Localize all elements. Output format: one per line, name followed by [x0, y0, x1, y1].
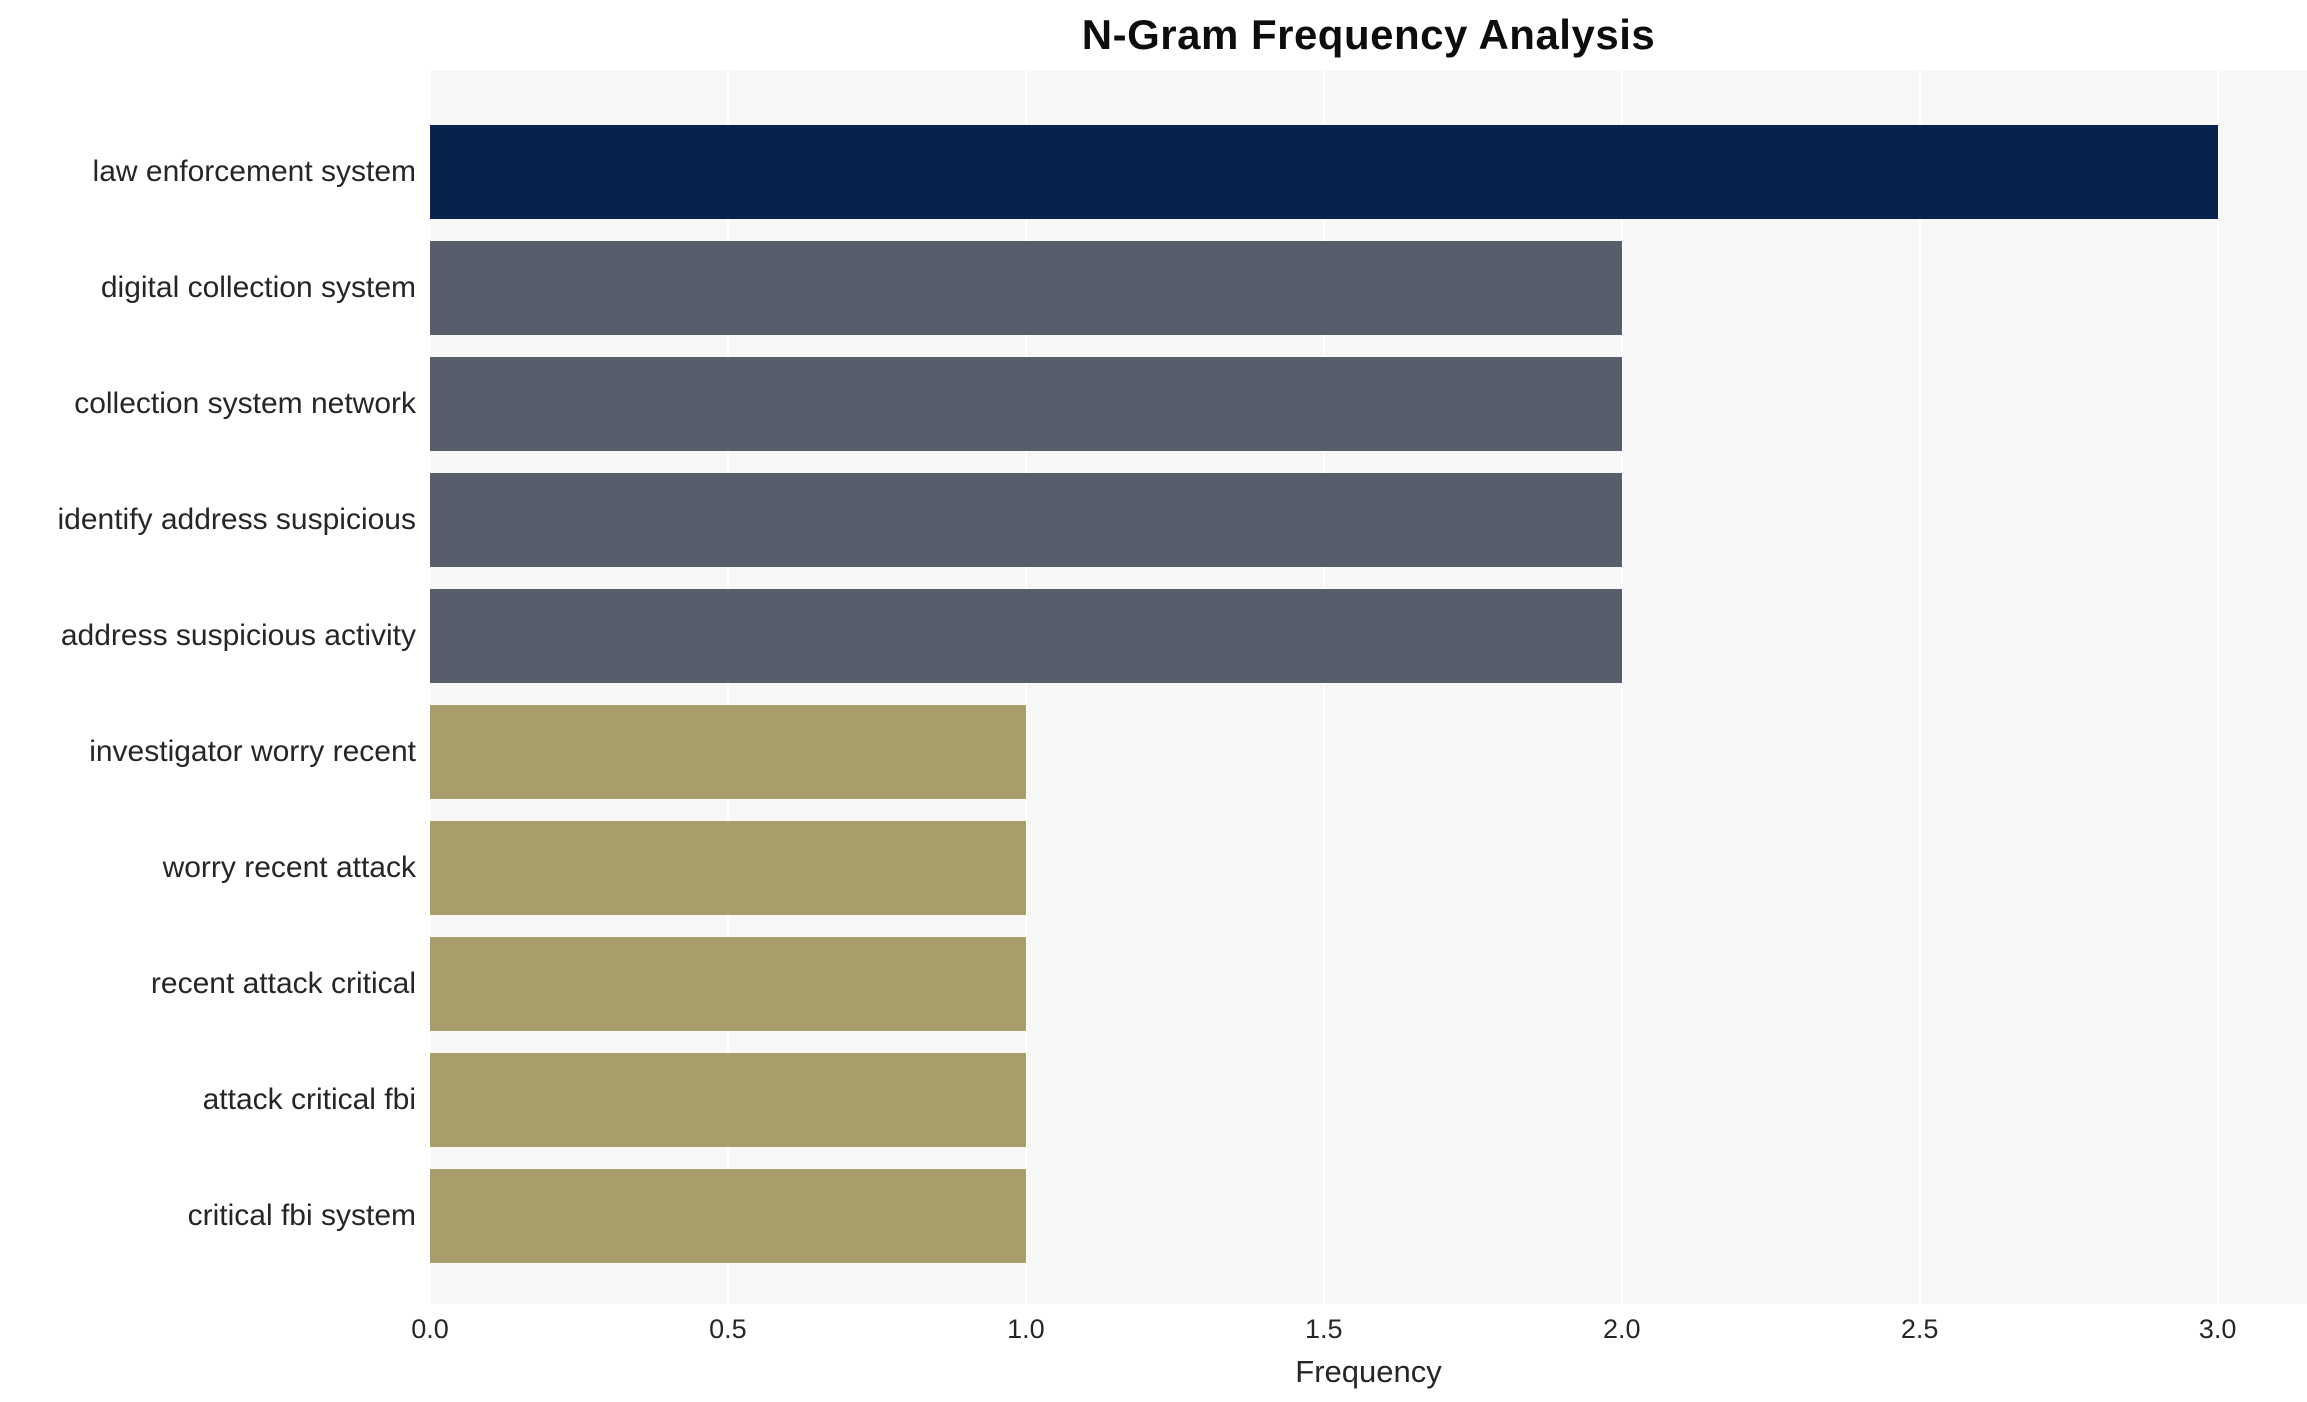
- bar-row: [430, 810, 2307, 926]
- bar-row: [430, 462, 2307, 578]
- bar: [430, 705, 1026, 799]
- gridline: [2216, 70, 2219, 1304]
- bar: [430, 357, 1622, 451]
- bar: [430, 821, 1026, 915]
- gridline: [1322, 70, 1325, 1304]
- category-label: address suspicious activity: [60, 619, 416, 652]
- category-label: worry recent attack: [162, 851, 416, 884]
- x-tick-label: 0.5: [709, 1314, 747, 1344]
- bars-area: [430, 70, 2307, 1304]
- plot-area: [429, 70, 2307, 1304]
- grid-layer: [429, 70, 2307, 1304]
- x-tick-label: 2.0: [1602, 1314, 1641, 1344]
- bar: [430, 241, 1622, 335]
- category-label: investigator worry recent: [89, 735, 416, 768]
- category-label: attack critical fbi: [202, 1083, 416, 1116]
- title-row: N-Gram Frequency Analysis: [430, 0, 2307, 70]
- gridline: [1918, 70, 1921, 1304]
- chart-title: N-Gram Frequency Analysis: [1081, 11, 1656, 58]
- y-axis-labels: law enforcement system digital collection…: [0, 70, 430, 1304]
- bar: [430, 589, 1622, 683]
- x-tick-label: 1.0: [1007, 1314, 1045, 1344]
- gridline: [429, 70, 431, 1304]
- x-tick-label: 2.5: [1900, 1314, 1939, 1344]
- bar-row: [430, 578, 2307, 694]
- category-label: recent attack critical: [150, 967, 416, 1000]
- bar: [430, 125, 2218, 219]
- category-label: critical fbi system: [187, 1199, 416, 1232]
- x-axis-label-row: Frequency: [430, 1352, 2307, 1390]
- bar-row: [430, 1042, 2307, 1158]
- category-label: digital collection system: [100, 271, 416, 304]
- bar-row: [430, 694, 2307, 810]
- x-axis-label: Frequency: [1295, 1354, 1442, 1389]
- x-tick-label: 3.0: [2198, 1314, 2237, 1344]
- category-label: collection system network: [74, 387, 416, 420]
- gridline: [1024, 70, 1027, 1304]
- bar: [430, 937, 1026, 1031]
- category-label: law enforcement system: [92, 155, 416, 188]
- chart-body: law enforcement system digital collection…: [0, 70, 2307, 1304]
- gridline: [1620, 70, 1623, 1304]
- bar: [430, 473, 1622, 567]
- x-axis: 0.0 0.5 1.0 1.5 2.0 2.5 3.0: [411, 1304, 2307, 1352]
- bar-row: [430, 926, 2307, 1042]
- bar: [430, 1053, 1026, 1147]
- bar-row: [430, 1158, 2307, 1274]
- bar-row: [430, 346, 2307, 462]
- category-label: identify address suspicious: [57, 503, 416, 536]
- x-tick-label: 0.0: [411, 1314, 449, 1344]
- gridline: [726, 70, 729, 1304]
- bar: [430, 1169, 1026, 1263]
- x-tick-label: 1.5: [1305, 1314, 1343, 1344]
- bar-row: [430, 230, 2307, 346]
- bar-row: [430, 114, 2307, 230]
